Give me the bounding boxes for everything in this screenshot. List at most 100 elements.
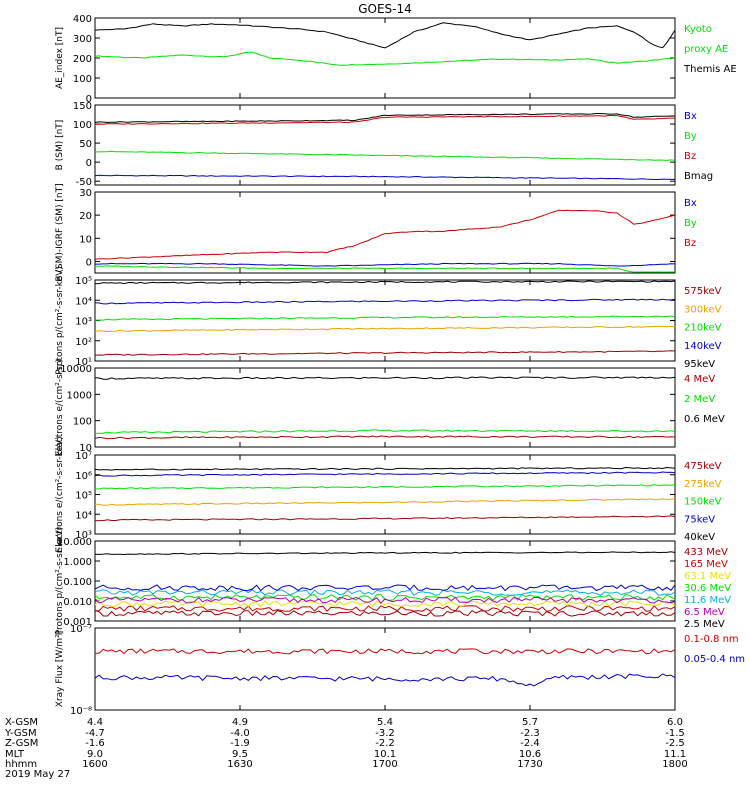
y-tick-label: 20 xyxy=(79,211,92,222)
y-tick-label: 10³ xyxy=(75,317,92,328)
panel-frame xyxy=(94,454,676,535)
legend-label: 275keV xyxy=(684,479,722,490)
series-line xyxy=(94,596,676,604)
y-tick-label: 10.000 xyxy=(57,537,92,548)
legend-label: Kyoto xyxy=(684,24,712,35)
y-tick-label: 10 xyxy=(79,443,92,454)
y-tick-label: 0.010 xyxy=(63,597,92,608)
series-line xyxy=(95,484,676,490)
y-tick-label: 100 xyxy=(73,417,92,428)
legend-label: 63.1 MeV xyxy=(684,571,731,582)
y-tick-label: 10⁶ xyxy=(75,471,92,482)
series-line xyxy=(94,673,676,687)
y-tick-label: 10⁵ xyxy=(75,276,92,287)
x-axis-row-label: X-GSM xyxy=(5,717,38,728)
legend-label: Bz xyxy=(684,151,696,162)
x-axis-value: 5.4 xyxy=(377,717,393,728)
x-axis-value: 1730 xyxy=(517,759,542,770)
series-line xyxy=(95,262,676,267)
panel-2: -50 0 50 100 150 B (SM) [nT] Bx By Bz Bmag xyxy=(55,101,713,188)
series-line xyxy=(94,498,676,506)
x-axis-row-label: hhmm xyxy=(5,759,37,770)
legend-label: 75keV xyxy=(684,514,715,525)
y-tick-label: 10⁵ xyxy=(75,491,92,502)
x-axis-value: 5.7 xyxy=(522,717,538,728)
series-line xyxy=(95,280,676,285)
y-axis-label: Protons p/(cm²-s-sr-keV) xyxy=(55,527,65,636)
series-line xyxy=(94,648,676,655)
y-axis-label: Electrons e/(cm²-s-sr) xyxy=(55,359,65,456)
legend-label: 0.1-0.8 nm xyxy=(684,634,739,645)
chart-title: GOES-14 xyxy=(358,2,412,16)
y-tick-label: 0 xyxy=(86,257,92,268)
series-line xyxy=(94,466,676,471)
legend-label: 11.6 MeV xyxy=(684,595,731,606)
x-axis-value: -1.9 xyxy=(230,738,250,749)
y-tick-label: 10² xyxy=(75,337,92,348)
panel-frame xyxy=(94,367,676,448)
y-tick-label: -50 xyxy=(76,177,92,188)
series-line xyxy=(94,315,676,321)
x-axis-value: -3.2 xyxy=(375,728,395,739)
legend-label: 433 MeV xyxy=(684,547,728,558)
legend-label: 4 MeV xyxy=(684,374,715,385)
y-tick-label: 300 xyxy=(73,34,92,45)
series-line xyxy=(94,113,676,123)
series-line xyxy=(94,609,676,617)
x-axis-value: 10.1 xyxy=(374,749,396,760)
y-tick-label: 50 xyxy=(79,139,92,150)
series-line xyxy=(94,584,676,592)
y-tick-label: 400 xyxy=(73,14,92,25)
legend-label: 0.6 MeV xyxy=(684,414,725,425)
x-axis-value: 1600 xyxy=(82,759,107,770)
x-axis-value: -2.4 xyxy=(520,738,540,749)
y-tick-label: 0.001 xyxy=(63,617,92,628)
series-line xyxy=(94,435,676,440)
series-line xyxy=(94,589,676,596)
x-axis-row-label: Y-GSM xyxy=(4,728,37,739)
y-tick-label: 10⁻⁷ xyxy=(70,624,92,635)
legend-label: 0.05-0.4 nm xyxy=(684,654,745,665)
x-axis-row-label: MLT xyxy=(5,749,25,760)
series-line xyxy=(94,325,676,333)
y-tick-label: 10³ xyxy=(75,530,92,541)
x-axis-value: 9.0 xyxy=(87,749,103,760)
legend-label: 2.5 MeV xyxy=(684,619,725,630)
y-axis-label: Electrons e/(cm²-s-sr-keV) xyxy=(55,436,65,552)
panel-frame xyxy=(94,627,676,711)
legend-label: Bz xyxy=(684,238,696,249)
panel-frame xyxy=(94,104,676,186)
y-tick-label: 10 xyxy=(79,234,92,245)
y-tick-label: 10⁴ xyxy=(75,296,92,307)
y-tick-label: 0.100 xyxy=(63,577,92,588)
y-tick-label: 200 xyxy=(73,54,92,65)
panel-frame xyxy=(94,191,676,274)
x-axis-value: -2.2 xyxy=(375,738,395,749)
x-axis-value: 1800 xyxy=(662,759,687,770)
series-line xyxy=(95,265,675,273)
series-line xyxy=(94,298,676,305)
y-tick-label: 10¹ xyxy=(75,357,92,368)
legend-label: Themis AE xyxy=(683,64,737,75)
series-line xyxy=(94,350,676,356)
panel-frame xyxy=(94,279,676,362)
x-axis-value: -2.3 xyxy=(520,728,540,739)
legend-label: 165 MeV xyxy=(684,559,728,570)
x-axis-value: 4.9 xyxy=(232,717,248,728)
x-axis-value: 9.5 xyxy=(232,749,248,760)
panel-1: 0 100 200 300 400 AE_index [nT] Kyoto proxy AE T… xyxy=(55,14,737,105)
x-axis-value: 1630 xyxy=(227,759,252,770)
y-tick-label: 100 xyxy=(73,120,92,131)
y-axis-label: B (SM)-IGRF (SM) [nT] xyxy=(55,183,65,281)
legend-label: 475keV xyxy=(684,461,722,472)
legend-label: 6.5 MeV xyxy=(684,607,725,618)
panel-frame xyxy=(94,17,676,99)
x-axis-value: 1700 xyxy=(372,759,397,770)
y-tick-label: 30 xyxy=(79,188,92,199)
legend-label: By xyxy=(684,131,697,142)
y-tick-label: 10⁴ xyxy=(75,510,92,521)
